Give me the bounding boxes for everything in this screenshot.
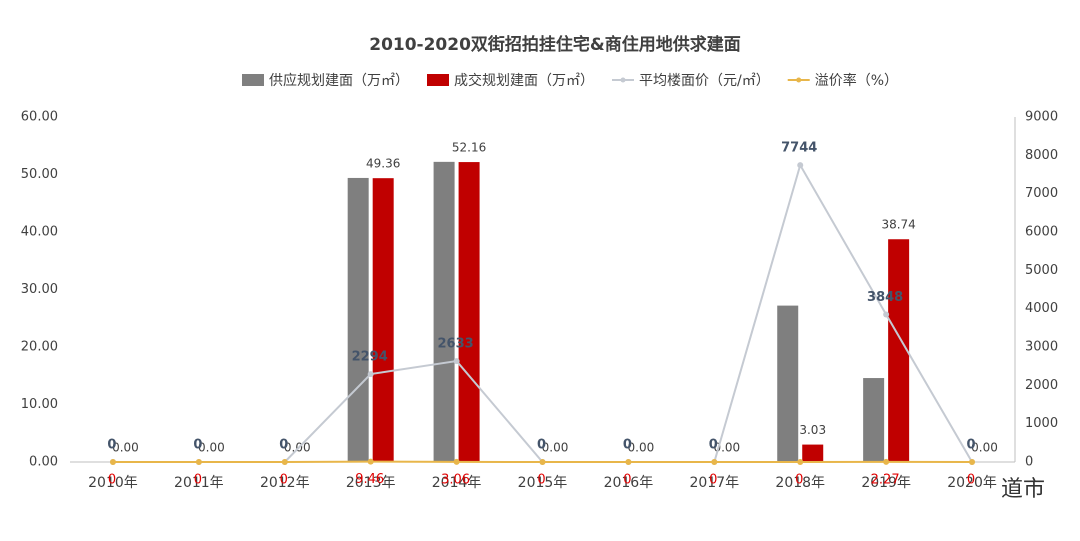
y2-tick-label: 6000 (1025, 225, 1058, 240)
value-label: 0 (194, 473, 202, 488)
value-label: 0 (193, 438, 202, 453)
y2-tick-label: 8000 (1025, 148, 1058, 163)
y-tick-label: 30.00 (21, 282, 58, 297)
line-point (282, 459, 288, 465)
y2-tick-label: 0 (1025, 455, 1033, 470)
line-point (368, 371, 374, 377)
value-label: 0 (795, 473, 803, 488)
line-point (454, 459, 460, 465)
y2-tick-label: 1000 (1025, 416, 1058, 431)
legend-marker (796, 78, 801, 83)
legend-swatch (427, 74, 449, 86)
line (113, 165, 972, 462)
line-point (110, 459, 116, 465)
value-label: 2.27 (871, 472, 900, 487)
line-point (454, 358, 460, 364)
legend-label: 供应规划建面（万㎡） (269, 72, 409, 89)
y-tick-label: 10.00 (21, 397, 58, 412)
line-point (368, 459, 374, 465)
y-tick-label: 60.00 (21, 110, 58, 125)
bar (373, 178, 394, 462)
line-point (797, 162, 803, 168)
line-point (797, 459, 803, 465)
value-label: 0 (967, 473, 975, 488)
line-point (625, 459, 631, 465)
y-tick-label: 20.00 (21, 340, 58, 355)
line-point (196, 459, 202, 465)
bar (802, 445, 823, 462)
bar (863, 378, 884, 462)
bar (348, 178, 369, 462)
value-label: 0 (108, 473, 116, 488)
value-label: 0 (537, 473, 545, 488)
value-label: 49.36 (366, 157, 400, 171)
legend-label: 成交规划建面（万㎡） (454, 72, 594, 89)
y-tick-label: 50.00 (21, 167, 58, 182)
value-label: 2633 (437, 337, 473, 352)
bar (888, 239, 909, 462)
y-tick-label: 40.00 (21, 225, 58, 240)
legend-label: 平均楼面价（元/㎡） (639, 73, 770, 89)
value-label: 3.06 (441, 472, 470, 487)
watermark: 道市 (1001, 477, 1045, 502)
chart-title: 2010-2020双街招拍挂住宅&商住用地供求建面 (369, 34, 741, 55)
value-label: 0 (709, 438, 718, 453)
line-point (711, 459, 717, 465)
value-label: 0 (967, 438, 976, 453)
bar (434, 162, 455, 462)
value-label: 0 (623, 438, 632, 453)
value-label: 0 (537, 438, 546, 453)
line-point (969, 459, 975, 465)
value-label: 9.46 (355, 472, 384, 487)
value-label: 38.74 (881, 218, 915, 232)
line-point (883, 459, 889, 465)
value-label: 52.16 (452, 141, 486, 155)
y2-tick-label: 9000 (1025, 110, 1058, 125)
bar (459, 162, 480, 462)
value-label: 0 (107, 438, 116, 453)
legend-label: 溢价率（%） (815, 72, 898, 89)
value-label: 3.03 (799, 423, 826, 437)
value-label: 0 (279, 438, 288, 453)
y2-tick-label: 4000 (1025, 301, 1058, 316)
legend-marker (621, 78, 626, 83)
y2-tick-label: 2000 (1025, 378, 1058, 393)
value-label: 3848 (867, 290, 903, 305)
y2-tick-label: 7000 (1025, 186, 1058, 201)
bar (777, 306, 798, 462)
y-tick-label: 0.00 (29, 455, 58, 470)
value-label: 0 (280, 473, 288, 488)
y2-tick-label: 3000 (1025, 340, 1058, 355)
value-label: 0 (709, 473, 717, 488)
value-label: 0 (623, 473, 631, 488)
y2-tick-label: 5000 (1025, 263, 1058, 278)
value-label: 7744 (781, 141, 817, 156)
value-label: 2294 (352, 350, 388, 365)
line-point (540, 459, 546, 465)
legend-swatch (242, 74, 264, 86)
line-point (883, 311, 889, 317)
